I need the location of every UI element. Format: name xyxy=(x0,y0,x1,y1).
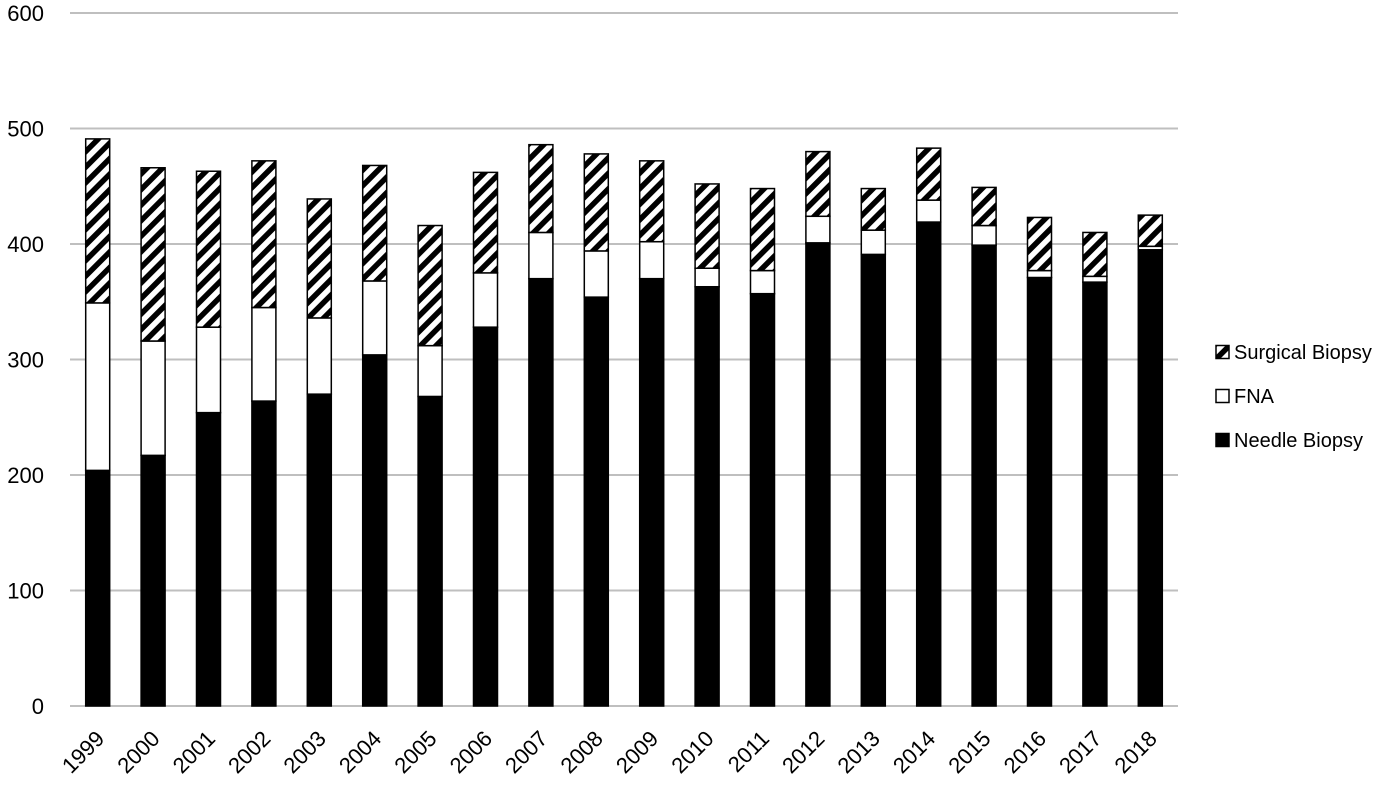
x-tick-label: 2017 xyxy=(1054,726,1106,778)
bar-segment-fna xyxy=(1082,275,1108,283)
bar-segment-needle-biopsy xyxy=(195,411,222,707)
x-tick-label: 2018 xyxy=(1110,726,1162,778)
bar-segment-surgical-biopsy xyxy=(195,170,222,328)
bar-segment-fna xyxy=(140,340,166,457)
bar-segment-needle-biopsy xyxy=(472,326,499,707)
bar-segment-surgical-biopsy xyxy=(84,138,111,304)
y-tick-label: 300 xyxy=(7,348,44,373)
bar-segment-needle-biopsy xyxy=(417,395,443,707)
bar-segment-needle-biopsy xyxy=(749,292,776,707)
legend-swatch xyxy=(1215,388,1230,404)
x-tick-label: 1999 xyxy=(57,726,109,778)
bar-segment-fna xyxy=(528,231,554,280)
bar-segment-surgical-biopsy xyxy=(860,187,887,231)
x-tick-label: 2004 xyxy=(334,726,386,778)
bar-segment-fna xyxy=(361,280,388,356)
bar-segment-needle-biopsy xyxy=(251,400,277,707)
bar-segment-surgical-biopsy xyxy=(915,147,942,201)
x-tick-label: 2008 xyxy=(556,726,608,778)
bar-segment-needle-biopsy xyxy=(306,393,333,707)
y-axis-ticks: 0 100 200 300 400 500 600 xyxy=(7,1,44,719)
legend-swatch xyxy=(1215,432,1230,448)
bar-segment-fna xyxy=(472,272,499,328)
bar-segment-surgical-biopsy xyxy=(306,198,333,319)
bar-segment-fna xyxy=(971,224,997,246)
bar-segment-fna xyxy=(417,344,443,398)
bar-segment-surgical-biopsy xyxy=(749,187,776,272)
x-tick-label: 2011 xyxy=(723,726,774,777)
bar-segment-needle-biopsy xyxy=(1137,249,1164,707)
bar-segment-needle-biopsy xyxy=(84,469,111,707)
bar-segment-surgical-biopsy xyxy=(472,171,499,274)
x-tick-label: 2001 xyxy=(168,726,220,778)
x-tick-label: 2006 xyxy=(445,726,497,778)
bar-segment-fna xyxy=(583,250,610,298)
legend: Surgical Biopsy FNA Needle Biopsy xyxy=(1215,342,1372,452)
x-tick-label: 2012 xyxy=(777,726,829,778)
bar-segment-needle-biopsy xyxy=(140,454,166,707)
x-tick-label: 2009 xyxy=(611,726,663,778)
bar-segment-fna xyxy=(860,229,887,256)
gridlines xyxy=(70,12,1178,707)
y-tick-label: 500 xyxy=(7,117,44,142)
bar-segment-fna xyxy=(84,302,111,472)
x-tick-label: 2014 xyxy=(888,726,940,778)
bar-segment-surgical-biopsy xyxy=(251,160,277,309)
bar-segment-needle-biopsy xyxy=(528,277,554,707)
bar-segment-needle-biopsy xyxy=(583,296,610,707)
bar-segment-fna xyxy=(805,215,831,244)
x-tick-label: 2003 xyxy=(279,726,331,778)
x-tick-label: 2005 xyxy=(389,726,441,778)
bar-segment-surgical-biopsy xyxy=(1082,231,1108,278)
x-tick-label: 2016 xyxy=(999,726,1051,778)
legend-swatch xyxy=(1215,344,1230,360)
y-tick-label: 200 xyxy=(7,463,44,488)
bar-segment-fna xyxy=(694,267,720,288)
bar-segment-needle-biopsy xyxy=(1082,281,1108,707)
bar-segment-fna xyxy=(306,317,333,395)
bar-segment-needle-biopsy xyxy=(915,221,942,707)
y-tick-label: 0 xyxy=(32,694,44,719)
bar-segment-fna xyxy=(749,269,776,295)
x-tick-label: 2015 xyxy=(943,726,995,778)
bar-segment-needle-biopsy xyxy=(638,277,665,707)
bar-segment-fna xyxy=(1026,269,1053,279)
bar-segment-needle-biopsy xyxy=(860,253,887,707)
x-tick-label: 2013 xyxy=(833,726,885,778)
legend-label: Surgical Biopsy xyxy=(1234,342,1372,364)
bar-segment-needle-biopsy xyxy=(361,354,388,707)
bar-segment-surgical-biopsy xyxy=(417,224,443,347)
x-tick-label: 2007 xyxy=(500,726,552,778)
bar-segment-fna xyxy=(638,240,665,280)
bar-segment-surgical-biopsy xyxy=(1137,214,1164,248)
bar-segment-needle-biopsy xyxy=(1026,276,1053,707)
bars xyxy=(84,138,1164,707)
bar-segment-fna xyxy=(251,306,277,402)
bar-segment-surgical-biopsy xyxy=(694,183,720,270)
x-axis-ticks: 1999 2000 2001 2002 2003 2004 2005 2006 2007 2008… xyxy=(57,726,1162,778)
bar-segment-fna xyxy=(915,199,942,223)
bar-segment-surgical-biopsy xyxy=(638,160,665,243)
y-tick-label: 100 xyxy=(7,579,44,604)
legend-label: Needle Biopsy xyxy=(1234,430,1363,452)
bar-segment-surgical-biopsy xyxy=(971,186,997,227)
bar-segment-surgical-biopsy xyxy=(140,167,166,342)
bar-segment-surgical-biopsy xyxy=(361,164,388,282)
bar-segment-surgical-biopsy xyxy=(805,150,831,218)
bar-segment-surgical-biopsy xyxy=(1026,216,1053,272)
y-tick-label: 600 xyxy=(7,1,44,26)
bar-segment-fna xyxy=(195,326,222,414)
y-tick-label: 400 xyxy=(7,232,44,257)
bar-segment-surgical-biopsy xyxy=(583,153,610,252)
legend-label: FNA xyxy=(1234,386,1275,408)
x-tick-label: 2010 xyxy=(666,726,718,778)
bar-segment-needle-biopsy xyxy=(971,244,997,707)
bar-segment-needle-biopsy xyxy=(805,242,831,707)
x-tick-label: 2002 xyxy=(223,726,275,778)
x-tick-label: 2000 xyxy=(112,726,164,778)
bar-segment-surgical-biopsy xyxy=(528,143,554,234)
bar-segment-needle-biopsy xyxy=(694,285,720,707)
